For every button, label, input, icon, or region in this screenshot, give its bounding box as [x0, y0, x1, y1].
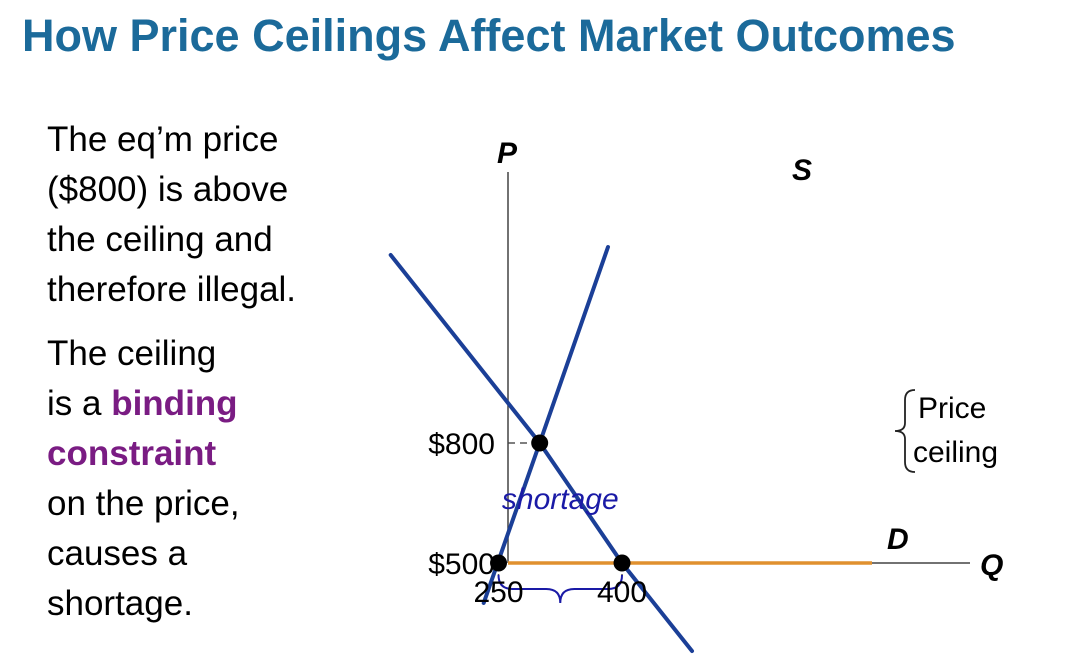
shortage-label: shortage — [502, 483, 619, 516]
y-tick-label-800: $800 — [428, 428, 495, 461]
slide-title: How Price Ceilings Affect Market Outcome… — [22, 10, 956, 61]
x-axis-label: Q — [980, 549, 1003, 582]
ceiling-point-400 — [613, 554, 631, 572]
explanation-text: The eq’m price ($800) is above the ceili… — [47, 115, 367, 629]
para-eqm-line-2: ($800) is above — [47, 170, 289, 209]
demand-curve-label: D — [887, 523, 909, 556]
binding-highlight: binding — [111, 384, 238, 423]
para-binding-line-4: on the price, — [47, 484, 240, 523]
shortage-brace — [497, 574, 624, 604]
constraint-highlight: constraint — [47, 434, 217, 473]
ceiling-label-line-1: Price — [918, 392, 986, 425]
para-eqm-line-1: The eq’m price — [47, 120, 279, 159]
para-binding-line-1: The ceiling — [47, 334, 217, 373]
para-eqm-line-3: the ceiling and — [47, 220, 273, 259]
y-axis-label: P — [497, 137, 518, 170]
para-binding-line-5: causes a — [47, 534, 188, 573]
x-tick-label-250: 250 — [473, 576, 523, 609]
para-binding-line-2-prefix: is a — [47, 384, 112, 423]
ceiling-point-250 — [490, 554, 508, 572]
para-binding-line-6: shortage. — [47, 584, 193, 623]
para-eqm-line-4: therefore illegal. — [47, 270, 297, 309]
supply-curve-label: S — [792, 154, 812, 187]
ceiling-brace — [894, 389, 916, 473]
y-tick-label-500: $500 — [428, 548, 495, 581]
x-tick-label-400: 400 — [597, 576, 647, 609]
ceiling-label-line-2: ceiling — [913, 436, 998, 469]
demand-curve — [388, 253, 694, 653]
supply-curve — [481, 245, 610, 605]
para-binding: The ceiling is a binding constraint on t… — [47, 329, 367, 629]
equilibrium-point — [531, 434, 549, 452]
para-eqm: The eq’m price ($800) is above the ceili… — [47, 115, 367, 315]
